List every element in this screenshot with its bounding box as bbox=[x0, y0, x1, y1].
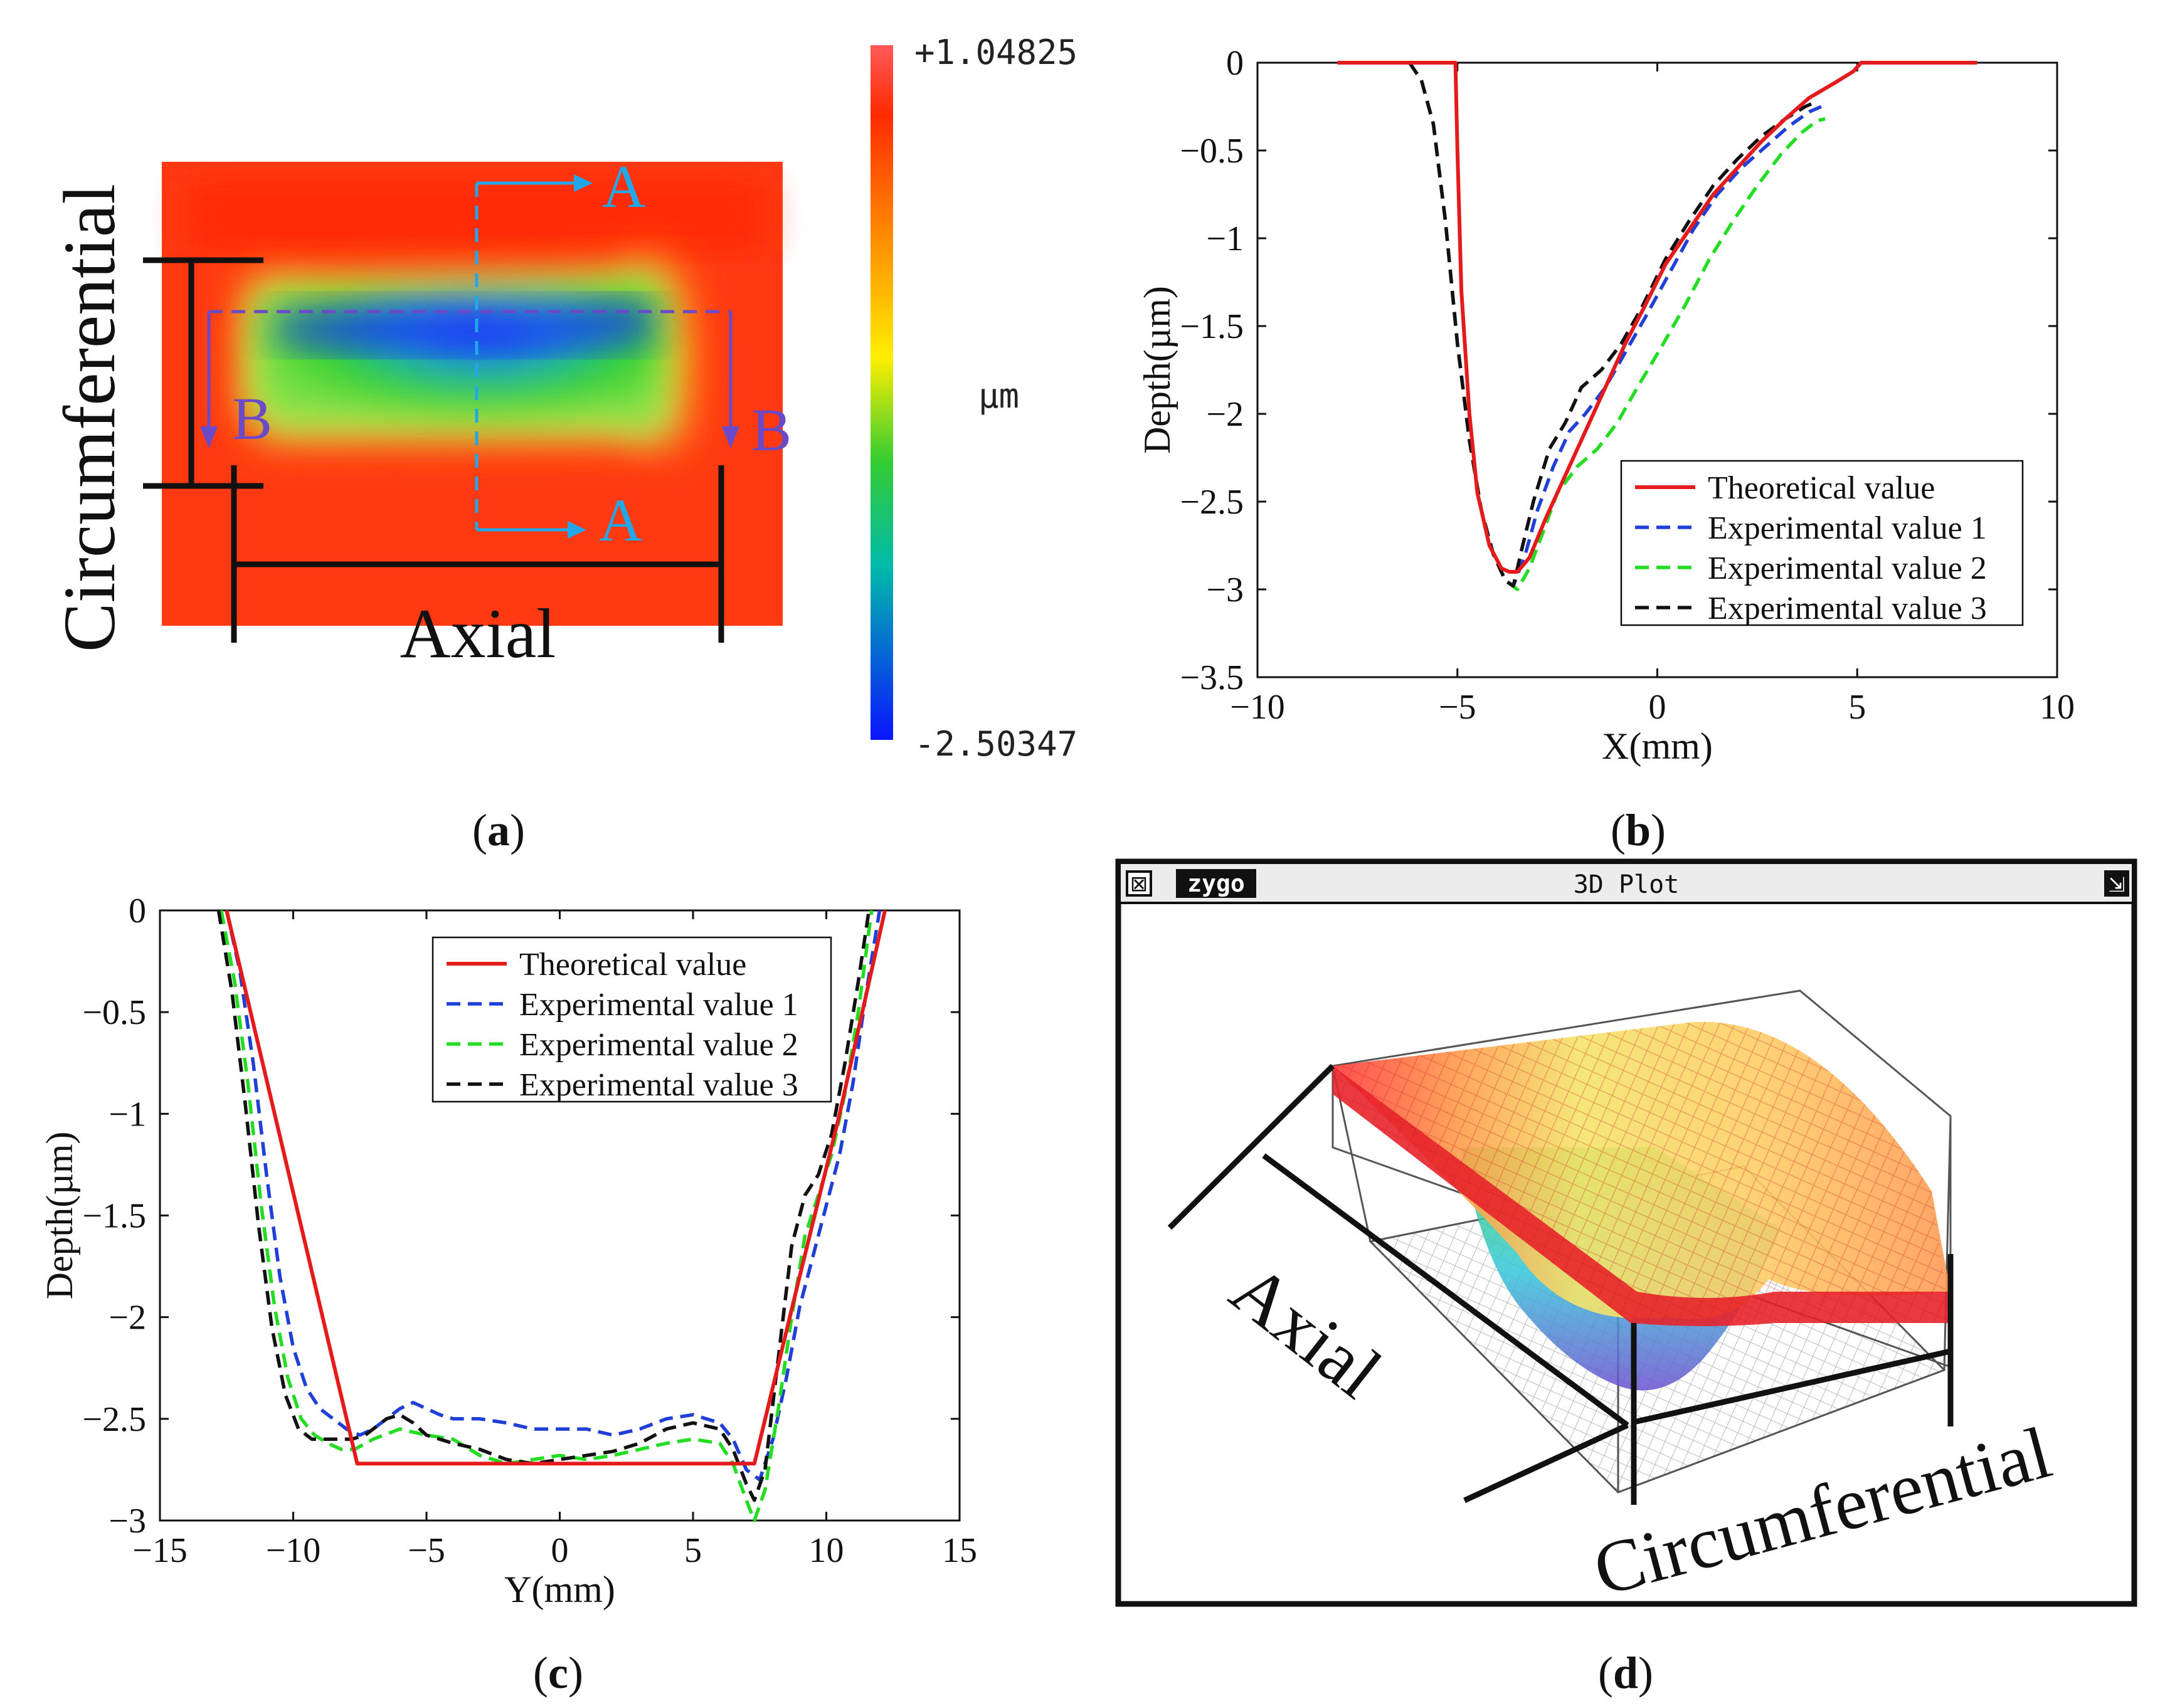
bounding-box-back bbox=[1331, 989, 1952, 1369]
x-tick-label: −10 bbox=[1230, 688, 1285, 727]
y-tick-label: −2 bbox=[1206, 395, 1244, 434]
series-line-theoretical-value bbox=[225, 910, 887, 1466]
section-label-b-left: B bbox=[232, 385, 272, 452]
colorbar: +1.04825 µm -2.50347 bbox=[871, 33, 1077, 764]
x-tick-label: −5 bbox=[1439, 688, 1476, 727]
y-tick-label: −3 bbox=[1206, 571, 1244, 609]
x-tick-label: 10 bbox=[809, 1531, 844, 1570]
panel-caption-d: (d) bbox=[1598, 1648, 1653, 1698]
close-icon: ⊠ bbox=[1130, 872, 1148, 897]
series-line-theoretical-value bbox=[1337, 61, 1977, 574]
y-tick-label: −3.5 bbox=[1180, 658, 1244, 697]
colorbar-min-label: -2.50347 bbox=[914, 724, 1077, 764]
y-tick-label: −1 bbox=[109, 1095, 146, 1134]
series-line-experimental-value-3 bbox=[1408, 61, 1818, 588]
window-titlebar bbox=[1121, 864, 2132, 903]
dimension-markers bbox=[143, 257, 724, 643]
legend-entry: Experimental value 1 bbox=[519, 987, 798, 1023]
section-label-a-bottom: A bbox=[599, 487, 642, 554]
x-tick-label: −10 bbox=[266, 1531, 321, 1570]
colorbar-max-label: +1.04825 bbox=[914, 33, 1077, 72]
y-tick-label: −2.5 bbox=[82, 1400, 146, 1439]
window-menu-button[interactable] bbox=[2104, 870, 2129, 897]
section-lines bbox=[200, 174, 739, 539]
window-title: 3D Plot bbox=[1574, 870, 1680, 899]
series-group bbox=[1337, 61, 1977, 591]
y-tick-label: −0.5 bbox=[1180, 132, 1244, 171]
y-tick-label: 0 bbox=[1226, 44, 1244, 83]
y-axis-label: Depth(µm) bbox=[1136, 286, 1178, 454]
corner-arrow-icon: ⇲ bbox=[2109, 873, 2125, 897]
x-tick-label: −5 bbox=[408, 1531, 445, 1570]
y-tick-label: −2 bbox=[109, 1299, 146, 1337]
y-tick-label: −2.5 bbox=[1180, 483, 1244, 522]
y-tick-label: −1 bbox=[1206, 219, 1244, 258]
series-group bbox=[216, 910, 887, 1522]
caption-letter-a: a bbox=[487, 805, 510, 855]
y-tick-label: −1.5 bbox=[82, 1197, 146, 1236]
section-label-b-right: B bbox=[751, 396, 791, 463]
window-close-button[interactable] bbox=[1126, 870, 1152, 897]
dimension-markers-3d bbox=[1167, 1063, 1954, 1505]
x-tick-label: 0 bbox=[551, 1531, 569, 1570]
panel-caption-c: (c) bbox=[533, 1648, 583, 1698]
contour-map bbox=[162, 162, 783, 626]
y-tick-label: −3 bbox=[109, 1502, 146, 1541]
series-line-experimental-value-1 bbox=[225, 910, 882, 1482]
chart-c-depth-vs-y: −15 −10 −5 0 5 10 15 0 −0.5 −1 −1.5 −2 −2.5 −3 Y(mm) De… bbox=[39, 892, 977, 1610]
panel-a-contour-map: A A B B Circumferential Axial +1.04825 µ… bbox=[48, 33, 1077, 764]
x-tick-label: 5 bbox=[1848, 688, 1866, 727]
x-tick-label: 10 bbox=[2040, 688, 2075, 727]
panel-caption-a: (a) bbox=[472, 805, 525, 855]
y-tick-label: −0.5 bbox=[82, 993, 146, 1032]
legend-entry: Experimental value 1 bbox=[1708, 510, 1987, 546]
zygo-logo-text: zygo bbox=[1187, 870, 1245, 897]
y-axis-label: Depth(µm) bbox=[39, 1132, 80, 1300]
legend-entry: Experimental value 2 bbox=[1708, 551, 1987, 586]
panel-caption-b: (b) bbox=[1611, 805, 1666, 855]
legend-entry: Experimental value 2 bbox=[519, 1027, 798, 1063]
legend-entry: Theoretical value bbox=[1708, 470, 1935, 506]
caption-letter-b: b bbox=[1626, 805, 1651, 855]
colorbar-unit-label: µm bbox=[978, 376, 1019, 416]
x-tick-label: −15 bbox=[132, 1531, 188, 1570]
section-label-a-top: A bbox=[602, 153, 645, 220]
x-axis-label: X(mm) bbox=[1602, 725, 1713, 767]
x-tick-label: 5 bbox=[684, 1531, 702, 1570]
chart-b-depth-vs-x: −10 −5 0 5 10 0 −0.5 −1 −1.5 −2 −2.5 −3 −3.5 X(mm) Dep… bbox=[1136, 44, 2075, 767]
x-tick-label: 0 bbox=[1649, 688, 1666, 727]
y-tick-label: 0 bbox=[129, 892, 146, 930]
legend-entry: Theoretical value bbox=[519, 947, 746, 983]
x-axis-label: Y(mm) bbox=[504, 1569, 615, 1610]
caption-letter-d: d bbox=[1613, 1648, 1638, 1698]
zygo-logo bbox=[1176, 869, 1256, 898]
label-circumferential: Circumferential bbox=[48, 184, 130, 652]
legend-entry: Experimental value 3 bbox=[519, 1067, 798, 1103]
x-tick-label: 15 bbox=[942, 1531, 977, 1570]
label-axial: Axial bbox=[400, 595, 556, 673]
legend-entry: Experimental value 3 bbox=[1708, 591, 1987, 626]
y-tick-label: −1.5 bbox=[1180, 307, 1244, 346]
caption-letter-c: c bbox=[548, 1648, 568, 1698]
series-line-experimental-value-2 bbox=[220, 910, 874, 1522]
panel-d-3d-plot-window: ⊠ zygo 3D Plot ⇲ Axial bbox=[1115, 858, 2137, 1611]
